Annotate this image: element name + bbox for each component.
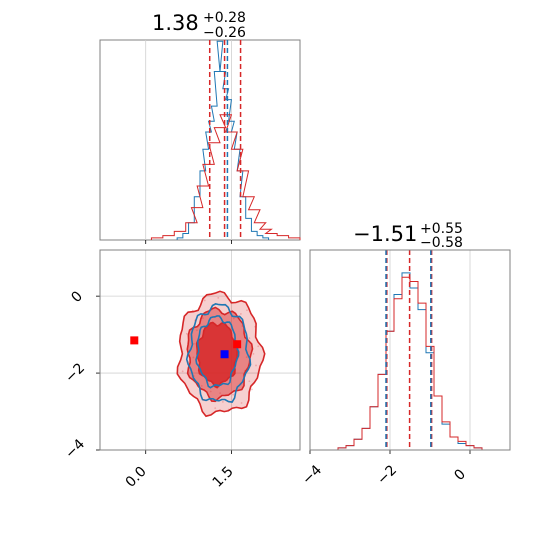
hist-series-1	[150, 114, 301, 240]
hist2-x-tick-neg4: −4	[299, 462, 325, 488]
hist-series-0	[176, 40, 270, 240]
hist2-x-tick-neg2: −2	[374, 462, 400, 488]
title-param-1-lower: −0.26	[203, 25, 246, 41]
title-param-2-lower: −0.58	[420, 235, 463, 251]
marker-square-1	[220, 350, 229, 359]
sample-point	[201, 317, 204, 320]
sample-point	[192, 356, 195, 359]
sample-point	[210, 307, 213, 310]
sample-point	[191, 309, 194, 312]
sample-point	[209, 390, 212, 393]
sample-point	[181, 370, 184, 373]
panel-joint-frame	[99, 249, 301, 451]
sample-point	[241, 325, 244, 328]
sample-point	[214, 407, 217, 410]
panel-hist-2-frame	[309, 249, 511, 451]
sample-point	[203, 299, 206, 302]
sample-point	[223, 314, 226, 316]
joint-2d-panel	[96, 250, 300, 454]
sample-point	[187, 361, 190, 364]
sample-point	[239, 382, 242, 385]
hist-param-2	[309, 250, 483, 454]
sample-point	[239, 313, 242, 315]
sample-point	[192, 342, 195, 345]
sample-point	[245, 356, 248, 358]
sample-point	[194, 319, 197, 322]
sample-point	[227, 408, 230, 411]
sample-point	[232, 393, 234, 396]
title-param-1: 1.38 +0.28 −0.26	[152, 10, 246, 41]
joint-y-tick-4: −4	[62, 436, 88, 462]
contour-red-inner	[195, 321, 239, 389]
contour-blue-inner	[195, 315, 240, 389]
joint-x-tick-1-5: 1.5	[210, 464, 237, 491]
sample-point	[252, 352, 255, 355]
sample-point	[217, 296, 220, 299]
hist2-x-tick-0: 0	[451, 466, 469, 484]
sample-point	[196, 329, 198, 332]
marker-square-0	[130, 336, 139, 345]
sample-point	[221, 400, 224, 403]
sample-point	[254, 325, 257, 328]
joint-y-tick-0: 0	[68, 288, 86, 306]
marker-square-2	[233, 340, 242, 349]
hist-series-1	[337, 276, 483, 450]
panel-hist-1-frame	[99, 39, 301, 241]
sample-point	[192, 375, 195, 377]
contour-blue-outer	[185, 303, 252, 403]
sample-point	[232, 317, 235, 320]
sample-point	[202, 398, 205, 401]
sample-point	[246, 309, 248, 312]
sample-point	[185, 332, 188, 335]
sample-point	[248, 337, 251, 340]
title-param-2-upper: +0.55	[420, 221, 463, 237]
title-param-1-value: 1.38	[152, 11, 199, 35]
sample-point	[257, 345, 260, 348]
title-param-2: −1.51 +0.55 −0.58	[353, 221, 463, 251]
title-param-2-value: −1.51	[353, 222, 417, 246]
sample-point	[248, 380, 251, 383]
hist-param-1	[145, 40, 301, 244]
sample-point	[244, 369, 246, 372]
sample-point	[251, 388, 253, 391]
sample-point	[187, 388, 190, 391]
title-param-1-upper: +0.28	[203, 10, 246, 26]
sample-point	[200, 385, 203, 387]
sample-point	[255, 364, 257, 367]
sample-point	[229, 302, 232, 304]
sample-point	[240, 402, 243, 404]
joint-x-tick-0-0: 0.0	[123, 464, 150, 491]
sample-point	[181, 350, 184, 353]
joint-y-tick-2: −2	[62, 360, 88, 386]
sample-point	[219, 392, 222, 395]
